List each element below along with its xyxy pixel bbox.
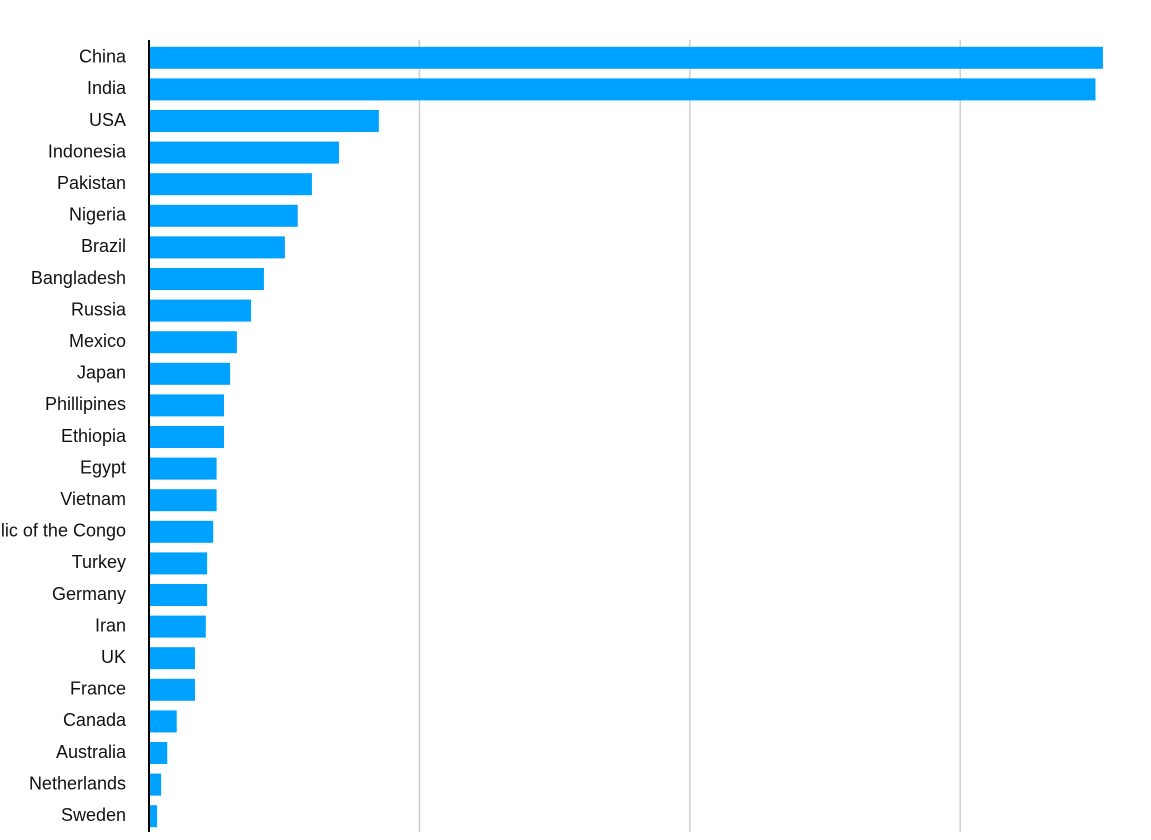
bar [149, 520, 214, 543]
y-tick-label: Phillipines [45, 394, 126, 414]
y-tick-label: Indonesia [48, 141, 127, 161]
y-tick-label: China [79, 47, 127, 67]
bar [149, 584, 208, 606]
bar [149, 46, 1103, 69]
y-tick-label: Japan [77, 363, 126, 383]
bar [149, 173, 312, 196]
bar [149, 552, 208, 575]
bar [149, 299, 252, 322]
y-tick-label: Netherlands [29, 773, 126, 793]
bar [149, 615, 206, 638]
bar [149, 457, 217, 480]
y-tick-label: Brazil [81, 236, 126, 256]
bar [149, 394, 225, 417]
bar [149, 742, 168, 764]
y-tick-label: Ethiopia [61, 426, 127, 446]
y-tick-label: Iran [95, 615, 126, 635]
y-tick-label: USA [89, 110, 126, 130]
y-tick-label: Russia [71, 299, 127, 319]
bar [149, 773, 162, 796]
y-tick-label: Turkey [72, 552, 126, 572]
y-tick-label: India [87, 78, 127, 98]
bar [149, 805, 158, 828]
y-tick-label: Democratic Republic of the Congo [0, 521, 126, 541]
y-tick-label: Canada [63, 710, 127, 730]
y-tick-label: Bangladesh [31, 268, 126, 288]
bar [149, 141, 339, 164]
y-tick-label: Pakistan [57, 173, 126, 193]
bar [149, 78, 1096, 101]
bar [149, 204, 298, 227]
bar [149, 331, 237, 354]
bar [149, 710, 177, 733]
y-tick-label: Mexico [69, 331, 126, 351]
bar [149, 426, 225, 448]
y-tick-label: Nigeria [69, 205, 127, 225]
y-tick-label: Sweden [61, 805, 126, 825]
bar [149, 110, 379, 132]
y-tick-label: Australia [56, 742, 127, 762]
y-tick-label: Germany [52, 584, 126, 604]
y-tick-label: UK [101, 647, 126, 667]
bar [149, 678, 195, 701]
bar [149, 647, 195, 670]
bar [149, 236, 285, 259]
bar [149, 268, 264, 290]
bar [149, 489, 217, 512]
bar [149, 362, 231, 385]
y-tick-label: Vietnam [60, 489, 126, 509]
y-tick-label: Egypt [80, 457, 126, 477]
y-tick-label: France [70, 679, 126, 699]
